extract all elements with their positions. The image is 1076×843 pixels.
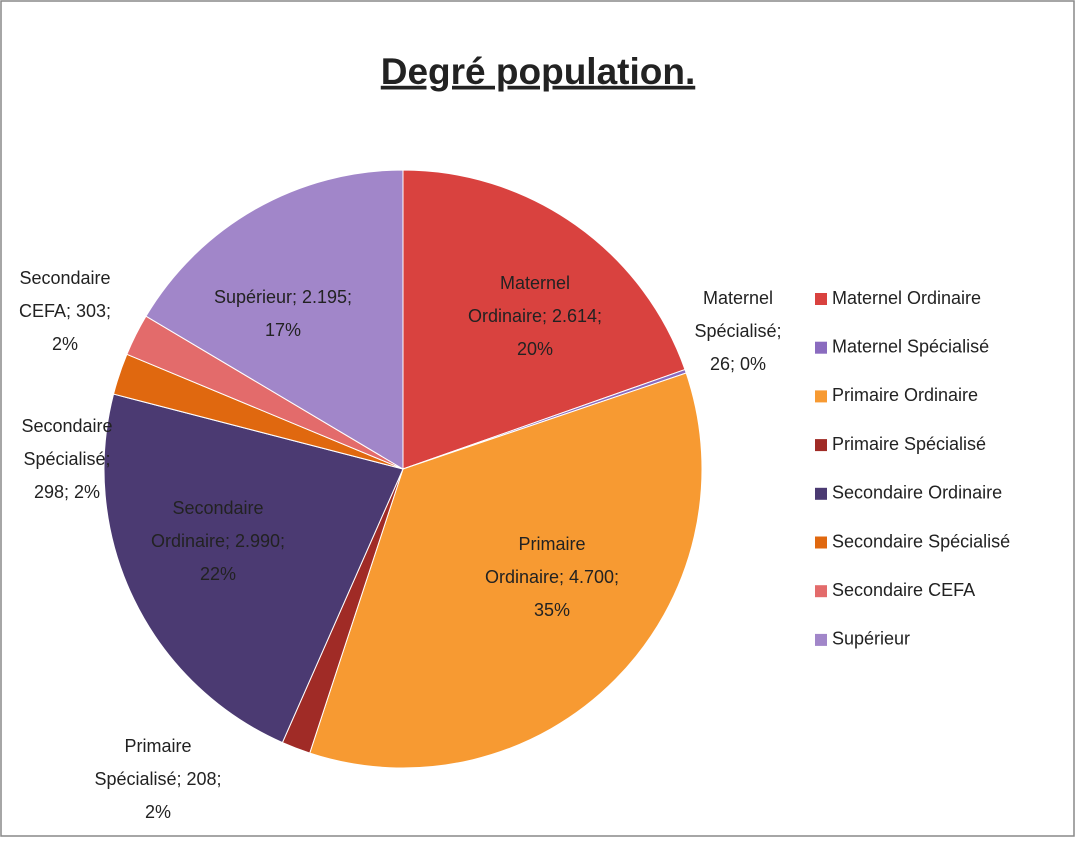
data-label: Secondaire — [21, 416, 112, 436]
legend-label: Primaire Spécialisé — [832, 434, 986, 454]
legend-swatch — [815, 536, 827, 549]
data-label: Maternel — [703, 288, 773, 308]
data-label: 298; 2% — [34, 482, 100, 502]
data-label: 2% — [52, 334, 78, 354]
data-label: 35% — [534, 600, 570, 620]
pie-slice — [309, 372, 703, 769]
pie-slice — [103, 393, 404, 744]
legend-label: Secondaire CEFA — [832, 580, 975, 600]
pie-slice — [145, 169, 404, 470]
data-label: CEFA; 303; — [19, 301, 111, 321]
legend-label: Maternel Ordinaire — [832, 288, 981, 308]
data-label: 17% — [265, 320, 301, 340]
data-label: 22% — [200, 564, 236, 584]
legend-label: Maternel Spécialisé — [832, 336, 989, 356]
legend-label: Supérieur — [832, 629, 910, 649]
data-label: 2% — [145, 802, 171, 822]
data-label: 26; 0% — [710, 354, 766, 374]
data-label: Spécialisé; 208; — [94, 769, 221, 789]
data-label: Maternel — [500, 273, 570, 293]
legend-swatch — [815, 487, 827, 500]
data-label: Spécialisé; — [23, 449, 110, 469]
data-label: Secondaire — [172, 498, 263, 518]
data-label: Primaire — [518, 534, 585, 554]
legend-swatch — [815, 585, 827, 598]
legend-label: Secondaire Ordinaire — [832, 483, 1002, 503]
data-label: Ordinaire; 2.990; — [151, 531, 285, 551]
legend-label: Secondaire Spécialisé — [832, 531, 1010, 551]
legend-swatch — [815, 439, 827, 452]
legend-swatch — [815, 633, 827, 646]
chart-title: Degré population. — [381, 51, 696, 92]
legend-swatch — [815, 390, 827, 403]
data-label: Ordinaire; 4.700; — [485, 567, 619, 587]
data-label: Ordinaire; 2.614; — [468, 306, 602, 326]
data-label: 20% — [517, 339, 553, 359]
legend-swatch — [815, 341, 827, 354]
data-label: Supérieur; 2.195; — [214, 287, 352, 307]
data-label: Primaire — [124, 736, 191, 756]
legend-swatch — [815, 293, 827, 305]
data-label: Spécialisé; — [694, 321, 781, 341]
legend-label: Primaire Ordinaire — [832, 385, 978, 405]
data-label: Secondaire — [19, 268, 110, 288]
